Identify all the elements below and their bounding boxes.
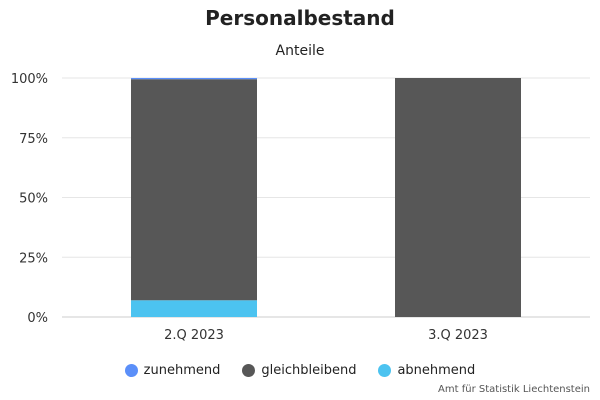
chart-subtitle: Anteile [275, 43, 325, 59]
chart-legend: zunehmend gleichbleibend abnehmend [0, 363, 600, 378]
legend-label: abnehmend [397, 363, 476, 378]
legend-item[interactable]: zunehmend [124, 363, 221, 378]
legend-label: zunehmend [143, 363, 221, 378]
y-tick-label: 100% [11, 72, 48, 87]
chart-title: Personalbestand [205, 6, 395, 30]
bar-segment [395, 78, 521, 317]
chart-credit: Amt für Statistik Liechtenstein [438, 384, 590, 395]
legend-item[interactable]: abnehmend [378, 363, 475, 378]
legend-swatch [242, 364, 256, 377]
y-tick-label: 0% [27, 311, 48, 326]
bar-segment [131, 79, 257, 301]
y-tick-label: 50% [19, 192, 48, 207]
legend-swatch [378, 364, 392, 377]
y-tick-label: 25% [19, 251, 48, 266]
x-tick-label: 3.Q 2023 [428, 328, 488, 343]
x-tick-label: 2.Q 2023 [164, 328, 224, 343]
legend-swatch [124, 364, 138, 377]
y-tick-label: 75% [19, 132, 48, 147]
legend-label: gleichbleibend [261, 363, 357, 378]
bar-segment [131, 300, 257, 317]
bar-segment [131, 78, 257, 80]
legend-item[interactable]: gleichbleibend [242, 363, 356, 378]
